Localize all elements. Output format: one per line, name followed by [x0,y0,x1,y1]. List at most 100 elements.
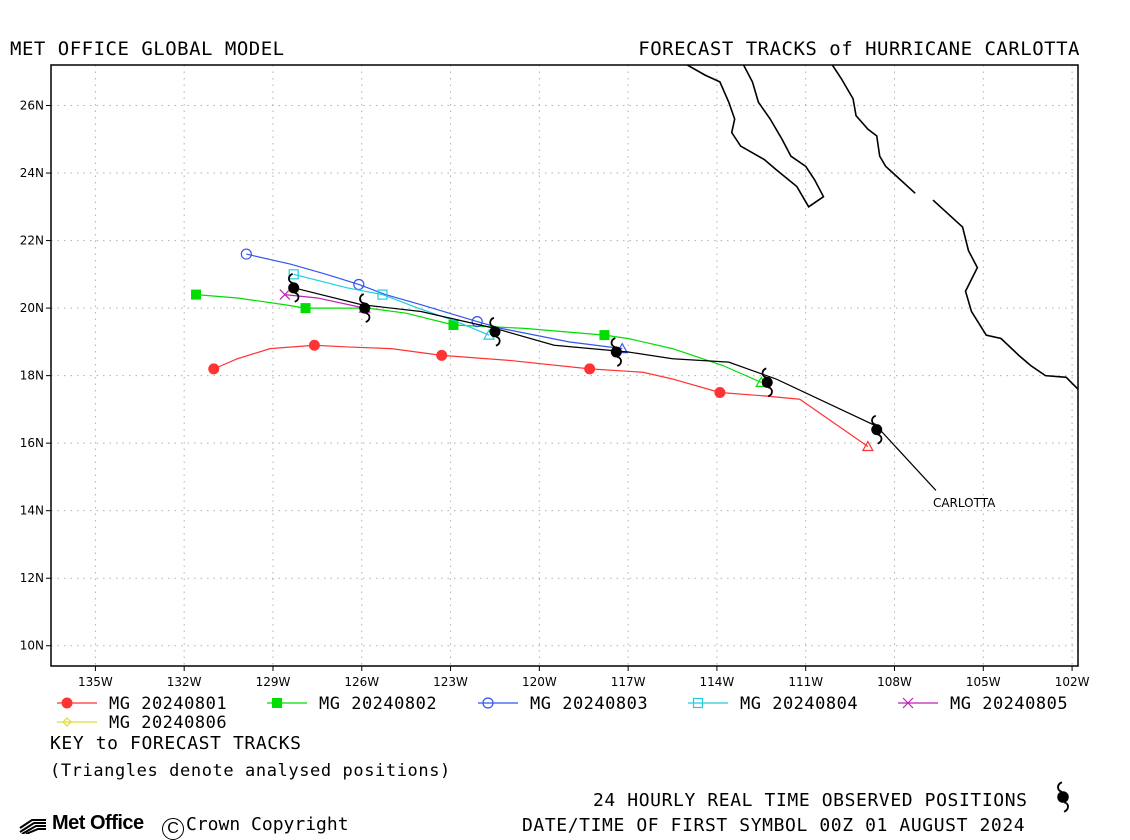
hurricane-core [871,424,883,436]
x-tick-label: 135W [78,675,113,689]
series-point [300,303,311,314]
copyright-label: Crown Copyright [186,814,349,835]
series-line [213,344,869,448]
chart-title: FORECAST TRACKS of HURRICANE CARLOTTA [638,38,1080,60]
legend-item: MG 20240802 [267,694,437,714]
hurricane-core [359,302,371,314]
y-tick-label: 24N [20,166,44,180]
x-tick-label: 129W [256,675,291,689]
hurricane-core [288,282,300,294]
series-mg-20240804 [288,269,496,340]
legend-item: MG 20240806 [57,713,227,733]
legend-marker [62,717,72,727]
met-office-brand: Met Office [52,812,144,834]
x-tick-label: 120W [522,675,557,689]
hurricane-arm-top [610,337,616,348]
coastline-segment [932,199,1078,390]
series-mg-20240803 [240,248,629,354]
hurricane-symbol-icon [871,414,883,445]
legend-label: MG 20240801 [109,694,227,714]
copyright-icon: C [162,818,184,840]
coastline-segment [831,65,916,194]
hurricane-symbol-icon [1057,781,1069,813]
hurricane-arm-bottom [616,356,622,367]
hurricane-arm-bottom [294,291,300,303]
y-tick-label: 10N [20,639,44,653]
series-line [293,273,490,336]
analysed-position-triangle [861,440,874,452]
legend-item: MG 20240803 [478,694,648,714]
series-point [308,339,320,351]
series-point [208,363,220,375]
series-line [284,293,365,309]
y-tick-label: 18N [20,369,44,383]
series-point [279,289,291,301]
y-tick-label: 12N [20,571,44,585]
hurricane-arm-top [761,367,767,379]
key-title: KEY to FORECAST TRACKS [50,733,302,754]
copyright-notice: C Crown Copyright [162,814,349,840]
y-tick-label: 16N [20,436,44,450]
met-office-logo-icon [19,818,46,834]
coastline-segment [686,65,825,208]
x-tick-label: 111W [788,675,823,689]
hurricane-symbol-icon [288,273,300,303]
legend: MG 20240801 MG 20240802 MG 20240803 MG 2024… [57,694,1068,733]
y-tick-label: 26N [20,99,44,113]
x-tick-label: 132W [167,675,202,689]
header-left-title: MET OFFICE GLOBAL MODEL [10,38,285,60]
series-point [599,330,610,341]
storm-name-label: CARLOTTA [933,496,996,510]
hurricane-arm-bottom [365,312,371,323]
series-point [448,319,459,330]
series-point [584,363,596,375]
hurricane-symbol-icon [359,293,371,323]
x-tick-label: 126W [344,675,379,689]
x-tick-label: 105W [966,675,1001,689]
series-point [436,349,448,361]
series-point [714,387,726,399]
hurricane-arm-top [871,414,877,426]
legend-marker [482,697,494,709]
legend-marker [61,697,73,709]
series-layer [191,248,874,452]
hurricane-arm-top [1057,781,1063,793]
x-tick-label: 123W [433,675,468,689]
legend-item: MG 20240805 [898,694,1068,714]
observed-symbol-key [1057,781,1069,813]
key-note: (Triangles denote analysed positions) [50,761,451,781]
hurricane-arm-bottom [495,335,501,347]
series-point [471,316,483,328]
met-office-logo: Met Office [18,812,144,835]
series-point [377,289,388,300]
hurricane-core [489,326,501,338]
series-mg-20240801 [208,339,874,452]
first-symbol-datetime: DATE/TIME OF FIRST SYMBOL 00Z 01 AUGUST … [522,815,1026,836]
hurricane-arm-bottom [877,433,883,445]
hurricane-arm-top [288,273,294,284]
grid-layer [51,65,1078,666]
legend-marker [272,698,282,708]
hurricane-core [1057,791,1069,803]
hurricane-core [610,346,622,358]
x-tick-label: 102W [1055,675,1090,689]
legend-item: MG 20240804 [688,694,858,714]
legend-label: MG 20240803 [530,694,648,714]
hurricane-arm-top [359,293,365,304]
y-tick-label: 22N [20,234,44,248]
legend-label: MG 20240806 [109,713,227,733]
observed-track-layer: CARLOTTA [288,273,996,510]
hurricane-arm-bottom [1063,801,1069,813]
observed-positions-label: 24 HOURLY REAL TIME OBSERVED POSITIONS [593,790,1028,811]
observed-track-line [293,287,937,491]
hurricane-symbol-icon [489,316,501,347]
x-tick-label: 108W [877,675,912,689]
coastline-layer [686,65,1078,390]
series-mg-20240802 [191,289,768,387]
series-point [353,278,365,291]
series-line [246,253,623,350]
series-point [191,289,202,300]
legend-marker [692,697,704,709]
legend-item: MG 20240801 [57,694,227,714]
